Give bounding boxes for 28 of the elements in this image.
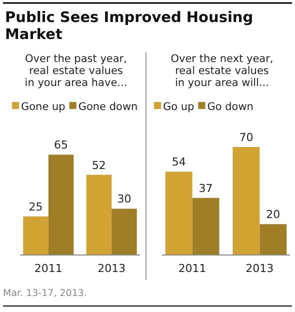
legend-label: Go up [163,101,195,113]
data-label: 37 [198,182,213,195]
data-label: 30 [117,192,132,206]
bar [260,224,287,255]
text: Mar. 13-17, 2013. [3,288,87,299]
data-label: 54 [172,156,186,169]
bar [192,198,220,255]
chart-subtitle: Over the next year, real estate values in your area will... [170,53,274,89]
data-label: 52 [92,158,106,172]
data-label: 25 [28,200,43,214]
bar [165,172,192,255]
chart-title: Public Sees Improved Housing Market [5,10,254,43]
x-tick-label: 2011 [178,262,206,275]
bar [86,174,112,255]
legend-label: Gone down [78,101,138,113]
data-label: 65 [54,138,68,152]
legend-label: Gone up [21,101,66,113]
bar [23,216,48,255]
x-tick-label: 2013 [246,262,274,275]
bar [232,147,260,255]
x-tick-label: 2013 [98,262,126,275]
chart-subtitle: Over the past year, real estate values in your area have... [24,53,128,89]
legend-label: Go down [207,101,254,113]
bar [112,208,137,255]
data-label: 70 [239,131,254,144]
data-label: 20 [266,208,280,222]
bar [48,154,74,255]
x-tick-label: 2011 [34,262,62,275]
